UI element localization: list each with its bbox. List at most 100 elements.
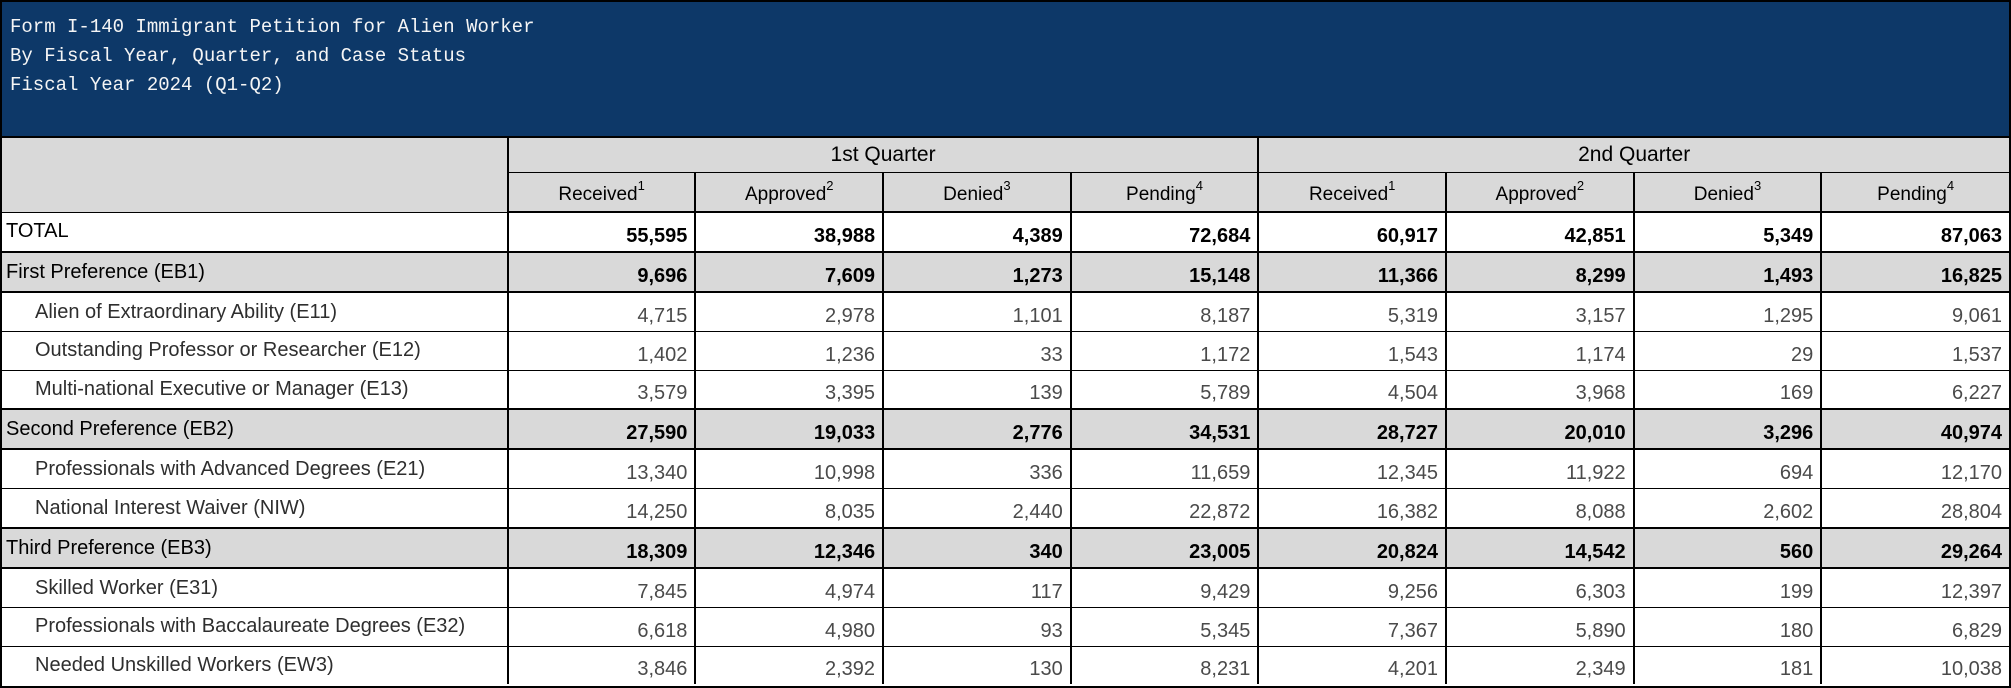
cell-value: 4,974	[694, 567, 884, 608]
cell-value: 2,440	[882, 488, 1071, 529]
report-title-line-2: By Fiscal Year, Quarter, and Case Status	[10, 45, 467, 67]
cell-value: 8,088	[1444, 488, 1634, 529]
table-row: Outstanding Professor or Researcher (E12…	[2, 330, 2009, 371]
cell-value: 7,609	[694, 251, 884, 294]
report-title-line-3: Fiscal Year 2024 (Q1-Q2)	[10, 74, 284, 96]
column-header-label: Denied	[943, 184, 1004, 205]
cell-value: 3,157	[1444, 291, 1634, 332]
cell-value: 8,299	[1444, 251, 1634, 294]
table-row: TOTAL 55,595 38,988 4,389 72,684 60,917 …	[2, 212, 2009, 254]
column-header-q2-received: Received1	[1257, 172, 1446, 213]
cell-value: 1,174	[1444, 330, 1634, 371]
table-row: Professionals with Advanced Degrees (E21…	[2, 448, 2009, 489]
cell-value: 199	[1632, 567, 1822, 608]
cell-value: 23,005	[1069, 527, 1259, 570]
cell-value: 8,187	[1069, 291, 1259, 332]
cell-value: 4,504	[1257, 369, 1446, 410]
cell-value: 2,349	[1444, 645, 1634, 684]
cell-value: 22,872	[1069, 488, 1259, 529]
cell-value: 1,537	[1820, 330, 2009, 371]
row-label: Multi-national Executive or Manager (E13…	[35, 377, 409, 400]
cell-value: 3,579	[506, 369, 696, 410]
table-row: Professionals with Baccalaureate Degrees…	[2, 606, 2009, 647]
cell-value: 9,429	[1069, 567, 1259, 608]
cell-value: 4,201	[1257, 645, 1446, 684]
cell-value: 169	[1632, 369, 1822, 410]
quarter-header-q2: 2nd Quarter	[1257, 138, 2009, 173]
cell-value: 5,890	[1444, 606, 1634, 647]
cell-value: 117	[882, 567, 1071, 608]
cell-value: 14,542	[1444, 527, 1634, 570]
cell-value: 139	[882, 369, 1071, 410]
row-label: TOTAL	[6, 220, 69, 243]
cell-value: 1,402	[506, 330, 696, 371]
cell-value: 13,340	[506, 448, 696, 489]
row-label: Professionals with Advanced Degrees (E21…	[35, 457, 426, 480]
cell-value: 3,296	[1632, 408, 1822, 451]
cell-value: 9,696	[506, 251, 696, 294]
corner-cell	[2, 138, 509, 213]
cell-value: 12,397	[1820, 567, 2009, 608]
cell-value: 20,010	[1444, 408, 1634, 451]
cell-value: 9,256	[1257, 567, 1446, 608]
column-header-q2-denied: Denied3	[1632, 172, 1822, 213]
cell-value: 1,172	[1069, 330, 1259, 371]
cell-value: 180	[1632, 606, 1822, 647]
table-row: Alien of Extraordinary Ability (E11) 4,7…	[2, 291, 2009, 332]
row-label: Third Preference (EB3)	[6, 536, 212, 559]
column-header-label: Pending	[1126, 184, 1196, 205]
table-row: Multi-national Executive or Manager (E13…	[2, 369, 2009, 410]
cell-value: 12,346	[694, 527, 884, 570]
cell-value: 1,493	[1632, 251, 1822, 294]
footnote-marker: 2	[826, 178, 834, 193]
data-table: 1st Quarter 2nd Quarter Received1 Approv…	[2, 138, 2009, 684]
cell-value: 9,061	[1820, 291, 2009, 332]
cell-value: 27,590	[506, 408, 696, 451]
table-row: Second Preference (EB2) 27,590 19,033 2,…	[2, 408, 2009, 451]
cell-value: 11,366	[1257, 251, 1446, 294]
cell-value: 1,295	[1632, 291, 1822, 332]
cell-value: 93	[882, 606, 1071, 647]
cell-value: 340	[882, 527, 1071, 570]
status-header-row: Received1 Approved2 Denied3 Pending4 Rec…	[2, 172, 2009, 213]
cell-value: 5,345	[1069, 606, 1259, 647]
cell-value: 1,273	[882, 251, 1071, 294]
cell-value: 2,392	[694, 645, 884, 684]
cell-value: 2,978	[694, 291, 884, 332]
column-header-label: Pending	[1877, 184, 1947, 205]
cell-value: 29,264	[1820, 527, 2009, 570]
cell-value: 560	[1632, 527, 1822, 570]
cell-value: 60,917	[1257, 212, 1446, 254]
cell-value: 16,825	[1820, 251, 2009, 294]
cell-value: 16,382	[1257, 488, 1446, 529]
cell-value: 7,845	[506, 567, 696, 608]
row-label: Skilled Worker (E31)	[35, 576, 219, 599]
cell-value: 33	[882, 330, 1071, 371]
cell-value: 72,684	[1069, 212, 1259, 254]
cell-value: 15,148	[1069, 251, 1259, 294]
cell-value: 6,227	[1820, 369, 2009, 410]
column-header-q1-received: Received1	[507, 172, 696, 213]
cell-value: 8,035	[694, 488, 884, 529]
table-row: Skilled Worker (E31) 7,845 4,974 117 9,4…	[2, 567, 2009, 608]
cell-value: 5,789	[1069, 369, 1259, 410]
cell-value: 181	[1632, 645, 1822, 684]
row-label: National Interest Waiver (NIW)	[35, 496, 306, 519]
cell-value: 34,531	[1069, 408, 1259, 451]
cell-value: 1,101	[882, 291, 1071, 332]
row-label: First Preference (EB1)	[6, 260, 205, 283]
cell-value: 2,602	[1632, 488, 1822, 529]
column-header-q1-denied: Denied3	[882, 172, 1071, 213]
cell-value: 42,851	[1444, 212, 1634, 254]
cell-value: 14,250	[506, 488, 696, 529]
column-header-label: Denied	[1693, 184, 1754, 205]
cell-value: 5,319	[1257, 291, 1446, 332]
footnote-marker: 1	[637, 178, 645, 193]
quarter-header-q1: 1st Quarter	[506, 138, 1259, 173]
column-header-q1-approved: Approved2	[694, 172, 884, 213]
footnote-marker: 1	[1388, 178, 1396, 193]
cell-value: 11,922	[1444, 448, 1634, 489]
column-header-label: Approved	[1495, 184, 1577, 205]
table-row: Needed Unskilled Workers (EW3) 3,846 2,3…	[2, 645, 2009, 684]
